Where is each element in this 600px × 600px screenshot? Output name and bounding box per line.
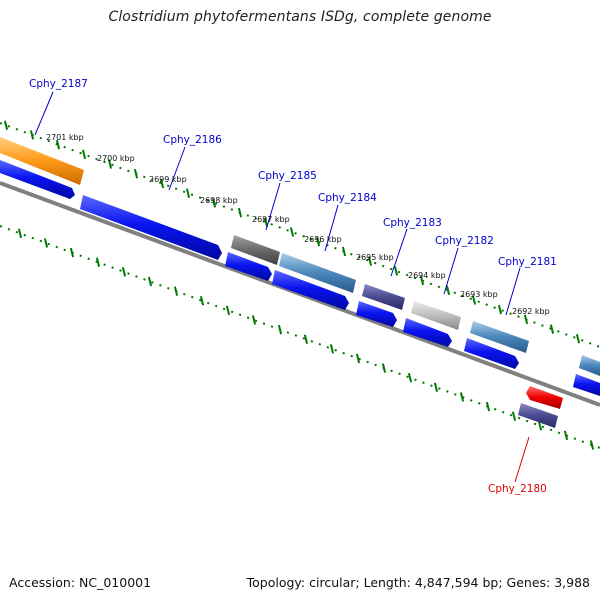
gene-label-cphy-2183[interactable]: Cphy_2183	[383, 217, 442, 229]
scale-tick	[185, 188, 191, 198]
gene-feature-cphy-2180[interactable]	[518, 403, 558, 428]
scale-tick	[367, 256, 373, 266]
genome-backbone	[0, 181, 600, 407]
gene-feature-cphy-2185[interactable]	[231, 235, 280, 265]
genome-summary-text: Topology: circular; Length: 4,847,594 bp…	[246, 575, 590, 590]
gene-feature-partial[interactable]	[579, 355, 600, 376]
scale-tick	[433, 382, 439, 393]
scale-tick	[589, 440, 595, 450]
cds-arrow[interactable]	[272, 270, 349, 310]
scale-tick	[69, 247, 75, 258]
scale-tick	[277, 324, 283, 335]
gene-label-cphy-2184[interactable]: Cphy_2184	[318, 192, 377, 204]
scale-tick	[563, 430, 569, 441]
kbp-label: 2699 kbp	[149, 175, 187, 184]
scale-tick	[459, 392, 465, 402]
gene-feature-cphy-2181[interactable]	[470, 321, 529, 353]
gene-label-cphy-2180[interactable]: Cphy_2180	[488, 483, 547, 495]
scale-tick	[263, 217, 269, 228]
gene-feature-cphy-2184[interactable]	[279, 253, 356, 293]
scale-tick	[133, 169, 139, 179]
gene-arrow-cphy-2180[interactable]	[526, 386, 563, 409]
map-title: Clostridium phytofermentans ISDg, comple…	[108, 9, 492, 25]
scale-tick	[159, 178, 165, 189]
scale-tick	[575, 334, 581, 344]
kbp-label: 2700 kbp	[97, 154, 135, 163]
scale-tick	[445, 285, 451, 295]
scale-tick	[17, 228, 23, 239]
cds-arrow[interactable]	[356, 301, 397, 327]
label-leaders	[34, 91, 530, 483]
kbp-label: 2693 kbp	[460, 290, 498, 299]
scale-tick	[199, 296, 205, 306]
kbp-label: 2695 kbp	[356, 253, 394, 262]
scale-tick	[173, 286, 179, 296]
cds-arrow[interactable]	[0, 160, 75, 199]
cds-arrow[interactable]	[80, 195, 222, 260]
scale-tick	[419, 275, 425, 286]
gene-label-cphy-2187[interactable]: Cphy_2187	[29, 78, 88, 90]
scale-tick	[537, 421, 543, 431]
kbp-label: 2697 kbp	[252, 215, 290, 224]
gene-label-cphy-2181[interactable]: Cphy_2181	[498, 256, 557, 268]
scale-tick	[407, 372, 413, 383]
gene-feature-cphy-2182[interactable]	[411, 301, 461, 330]
kbp-label: 2692 kbp	[512, 307, 550, 316]
scale-tick	[237, 207, 243, 218]
scale-tick	[107, 159, 113, 169]
gene-label-cphy-2185[interactable]: Cphy_2185	[258, 170, 317, 182]
scale-tick	[523, 314, 529, 325]
scale-tick	[81, 149, 87, 160]
gene-label-cphy-2186[interactable]: Cphy_2186	[163, 134, 222, 146]
scale-tick	[549, 324, 555, 334]
scale-tick	[485, 401, 491, 412]
inner-major-ticks	[17, 228, 595, 450]
scale-tick	[329, 344, 335, 354]
scale-tick	[303, 334, 309, 344]
gene-feature-cphy-2187[interactable]	[0, 137, 84, 185]
kbp-label: 2698 kbp	[200, 196, 238, 205]
kbp-label: 2694 kbp	[408, 271, 446, 280]
scale-tick	[251, 315, 257, 325]
cds-arrow[interactable]	[573, 374, 600, 396]
scale-tick	[121, 267, 127, 277]
scale-tick	[471, 295, 477, 305]
accession-text: Accession: NC_010001	[9, 575, 152, 590]
gene-label-cphy-2182[interactable]: Cphy_2182	[435, 235, 494, 247]
scale-tick	[355, 353, 361, 364]
kbp-label: 2696 kbp	[304, 235, 342, 244]
scale-tick	[511, 411, 517, 421]
gene-feature-cphy-2183[interactable]	[362, 284, 405, 310]
cds-arrow[interactable]	[464, 338, 519, 369]
scale-tick	[289, 227, 295, 237]
scale-tick	[497, 304, 503, 315]
outer-scale-dots	[0, 122, 600, 348]
scale-tick	[3, 120, 9, 130]
scale-tick	[147, 276, 153, 287]
kbp-label: 2701 kbp	[46, 133, 84, 142]
scale-tick	[341, 246, 347, 257]
scale-tick	[381, 363, 387, 373]
scale-tick	[225, 305, 231, 316]
scale-tick	[43, 238, 49, 248]
scale-tick	[29, 130, 35, 140]
outer-major-ticks	[3, 120, 581, 344]
scale-tick	[315, 236, 321, 247]
cds-arrow[interactable]	[225, 252, 272, 281]
scale-tick	[55, 139, 61, 150]
scale-tick	[95, 257, 101, 267]
cds-arrow[interactable]	[403, 318, 452, 347]
scale-tick	[393, 266, 399, 276]
scale-tick	[211, 198, 217, 208]
